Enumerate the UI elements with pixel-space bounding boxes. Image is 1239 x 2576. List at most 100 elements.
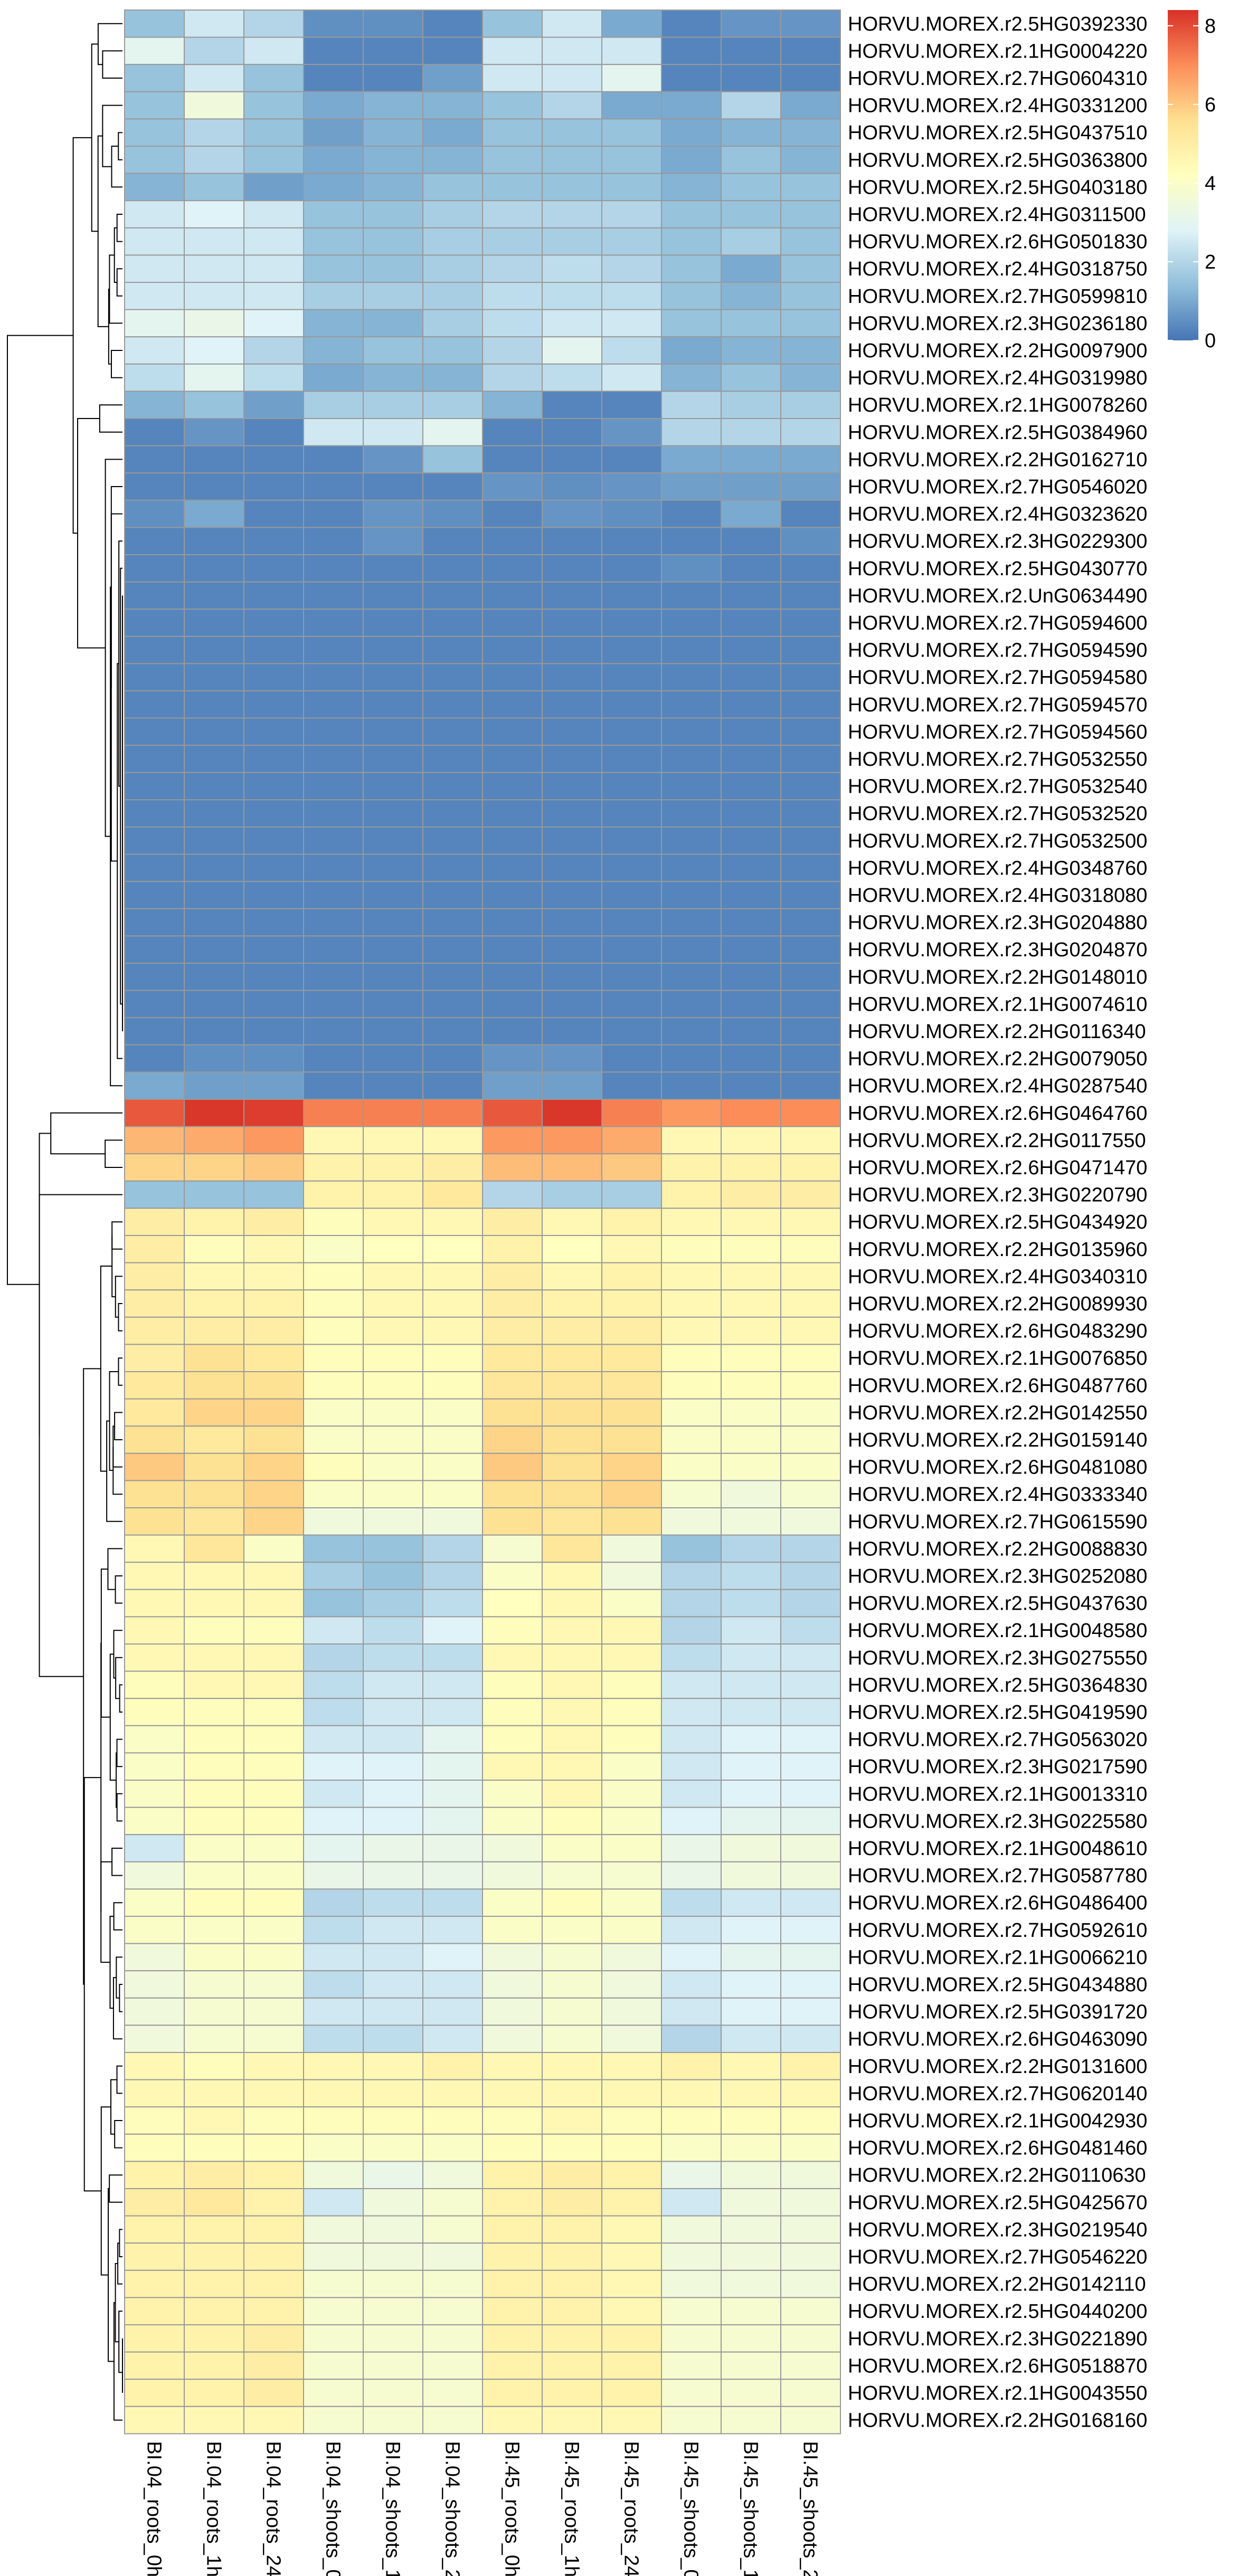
heatmap-cell: [661, 1888, 722, 1917]
row-label: HORVU.MOREX.r2.7HG0532540: [848, 776, 1147, 798]
heatmap-cell: [363, 499, 423, 528]
heatmap-cell: [303, 227, 364, 256]
heatmap-cell: [363, 118, 423, 147]
heatmap-cell: [542, 1235, 602, 1263]
heatmap-cell: [721, 2351, 781, 2380]
heatmap-cell: [422, 418, 483, 446]
row-label: HORVU.MOREX.r2.2HG0110630: [848, 2164, 1146, 2187]
heatmap-cell: [721, 581, 781, 610]
heatmap-cell: [124, 1861, 185, 1890]
heatmap-cell: [243, 745, 304, 773]
heatmap-cell: [661, 2269, 722, 2298]
heatmap-cell: [780, 1262, 841, 1291]
heatmap-cell: [303, 1562, 364, 1590]
heatmap-cell: [243, 1834, 304, 1862]
heatmap-cell: [780, 2133, 841, 2162]
heatmap-cell: [780, 1371, 841, 1400]
heatmap-cell: [124, 799, 185, 828]
heatmap-cell: [363, 2133, 423, 2162]
heatmap-cell: [601, 2379, 662, 2407]
heatmap-cell: [780, 1398, 841, 1427]
heatmap-cell: [363, 472, 423, 501]
heatmap-cell: [303, 1752, 364, 1781]
heatmap-cell: [601, 527, 662, 556]
heatmap-cell: [661, 1480, 722, 1508]
heatmap-cell: [780, 1562, 841, 1590]
heatmap-cell: [661, 1861, 722, 1890]
heatmap-cell: [243, 9, 304, 38]
heatmap-cell: [601, 1834, 662, 1862]
heatmap-cell: [303, 146, 364, 174]
heatmap-cell: [482, 1235, 543, 1263]
heatmap-cell: [542, 499, 602, 528]
heatmap-cell: [780, 1044, 841, 1073]
heatmap-cell: [243, 2079, 304, 2108]
row-label: HORVU.MOREX.r2.4HG0340310: [848, 1266, 1147, 1288]
heatmap-cell: [243, 1452, 304, 1481]
heatmap-cell: [721, 391, 781, 420]
heatmap-cell: [422, 173, 483, 202]
heatmap-cell: [243, 227, 304, 256]
heatmap-cell: [482, 609, 543, 637]
heatmap-cell: [124, 1153, 185, 1182]
heatmap-cell: [124, 1017, 185, 1045]
heatmap-cell: [661, 336, 722, 365]
heatmap-cell: [601, 1807, 662, 1836]
heatmap-cell: [303, 418, 364, 446]
heatmap-cell: [243, 1780, 304, 1808]
heatmap-cell: [303, 2161, 364, 2189]
row-label: HORVU.MOREX.r2.7HG0546020: [848, 476, 1147, 498]
heatmap-cell: [243, 2406, 304, 2435]
row-label: HORVU.MOREX.r2.4HG0287540: [848, 1075, 1147, 1097]
heatmap-cell: [184, 908, 244, 937]
heatmap-cell: [184, 2242, 244, 2271]
heatmap-cell: [124, 717, 185, 746]
row-label: HORVU.MOREX.r2.1HG0048610: [848, 1838, 1147, 1860]
heatmap-cell: [542, 1698, 602, 1726]
heatmap-cell: [601, 2024, 662, 2053]
heatmap-cell: [124, 1534, 185, 1563]
heatmap-cell: [243, 1888, 304, 1917]
heatmap-cell: [661, 2297, 722, 2325]
dendrogram-branch: [111, 1235, 116, 1298]
heatmap-cell: [124, 1670, 185, 1699]
heatmap-cell: [721, 717, 781, 746]
heatmap-cell: [542, 1316, 602, 1345]
heatmap-cell: [124, 1262, 185, 1291]
heatmap-cell: [303, 826, 364, 855]
row-labels: HORVU.MOREX.r2.5HG0392330 HORVU.MOREX.r2.…: [848, 13, 1147, 2432]
heatmap-cell: [601, 1943, 662, 1972]
heatmap-cell: [184, 1289, 244, 1318]
heatmap-cell: [542, 1970, 602, 1999]
heatmap-cell: [721, 826, 781, 855]
heatmap-cell: [542, 1916, 602, 1944]
heatmap-cell: [542, 118, 602, 147]
row-label: HORVU.MOREX.r2.4HG0318080: [848, 885, 1147, 907]
dendrogram-branch: [111, 146, 122, 188]
heatmap-cell: [184, 146, 244, 174]
heatmap-cell: [721, 2188, 781, 2217]
heatmap-cell: [422, 1099, 483, 1127]
heatmap-cell: [363, 963, 423, 991]
heatmap-cell: [542, 2351, 602, 2380]
heatmap-cell: [363, 227, 423, 256]
heatmap-cell: [303, 963, 364, 991]
heatmap-cell: [303, 2052, 364, 2080]
heatmap-cell: [721, 635, 781, 664]
row-label: HORVU.MOREX.r2.2HG0088830: [848, 1538, 1147, 1560]
heatmap-cell: [780, 1208, 841, 1236]
row-label: HORVU.MOREX.r2.6HG0483290: [848, 1320, 1147, 1343]
heatmap-cell: [363, 1752, 423, 1781]
heatmap-cell: [243, 418, 304, 446]
heatmap-cell: [124, 2161, 185, 2189]
heatmap-cell: [124, 826, 185, 855]
row-dendrogram: [7, 23, 123, 2421]
row-label: HORVU.MOREX.r2.5HG0434880: [848, 1974, 1147, 1996]
heatmap-cell: [780, 2215, 841, 2244]
heatmap-cell: [422, 391, 483, 420]
heatmap-cell: [482, 2079, 543, 2108]
heatmap-cell: [721, 227, 781, 256]
row-label: HORVU.MOREX.r2.3HG0204870: [848, 939, 1147, 961]
heatmap-cell: [601, 1017, 662, 1045]
heatmap-cell: [661, 2161, 722, 2189]
